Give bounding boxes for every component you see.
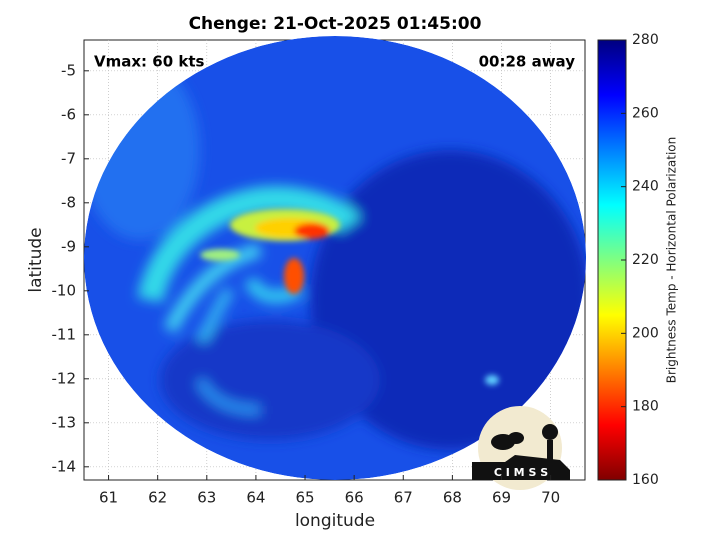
y-tick-label: -8 [61,193,76,211]
x-tick-label: 61 [99,489,118,507]
x-tick-label: 65 [295,489,314,507]
chart-title: Chenge: 21-Oct-2025 01:45:00 [189,14,482,34]
annotation: 00:28 away [479,53,576,71]
colorbar-tick-label: 160 [632,472,659,488]
colorbar-tick-label: 200 [632,325,659,341]
colorbar-label: Brightness Temp - Horizontal Polarizatio… [665,137,679,384]
y-tick-label: -11 [52,325,77,343]
colorbar-tick-label: 220 [632,252,659,268]
x-tick-label: 69 [492,489,511,507]
y-tick-label: -12 [52,369,77,387]
y-tick-label: -13 [52,413,77,431]
x-tick-label: 67 [394,489,413,507]
x-tick-label: 68 [443,489,462,507]
x-tick-label: 63 [197,489,216,507]
y-tick-label: -10 [52,281,77,299]
y-tick-label: -14 [52,457,77,475]
x-axis-label: longitude [295,511,375,531]
y-axis-label: latitude [26,227,46,292]
cimss-logo: C I M S S [472,406,570,490]
x-tick-label: 62 [148,489,167,507]
y-tick-label: -7 [61,149,76,167]
brightness-image [84,36,586,480]
x-tick-label: 66 [345,489,364,507]
colorbar-tick-label: 180 [632,399,659,415]
x-tick-label: 64 [246,489,265,507]
colorbar-tick-label: 280 [632,32,659,48]
x-tick-label: 70 [541,489,560,507]
annotation: Vmax: 60 kts [94,53,204,71]
colorbar-tick-label: 260 [632,105,659,121]
y-tick-label: -9 [61,237,76,255]
logo-text: C I M S S [494,466,548,479]
y-tick-label: -6 [61,105,76,123]
y-tick-label: -5 [61,61,76,79]
colorbar-tick-label: 240 [632,179,659,195]
